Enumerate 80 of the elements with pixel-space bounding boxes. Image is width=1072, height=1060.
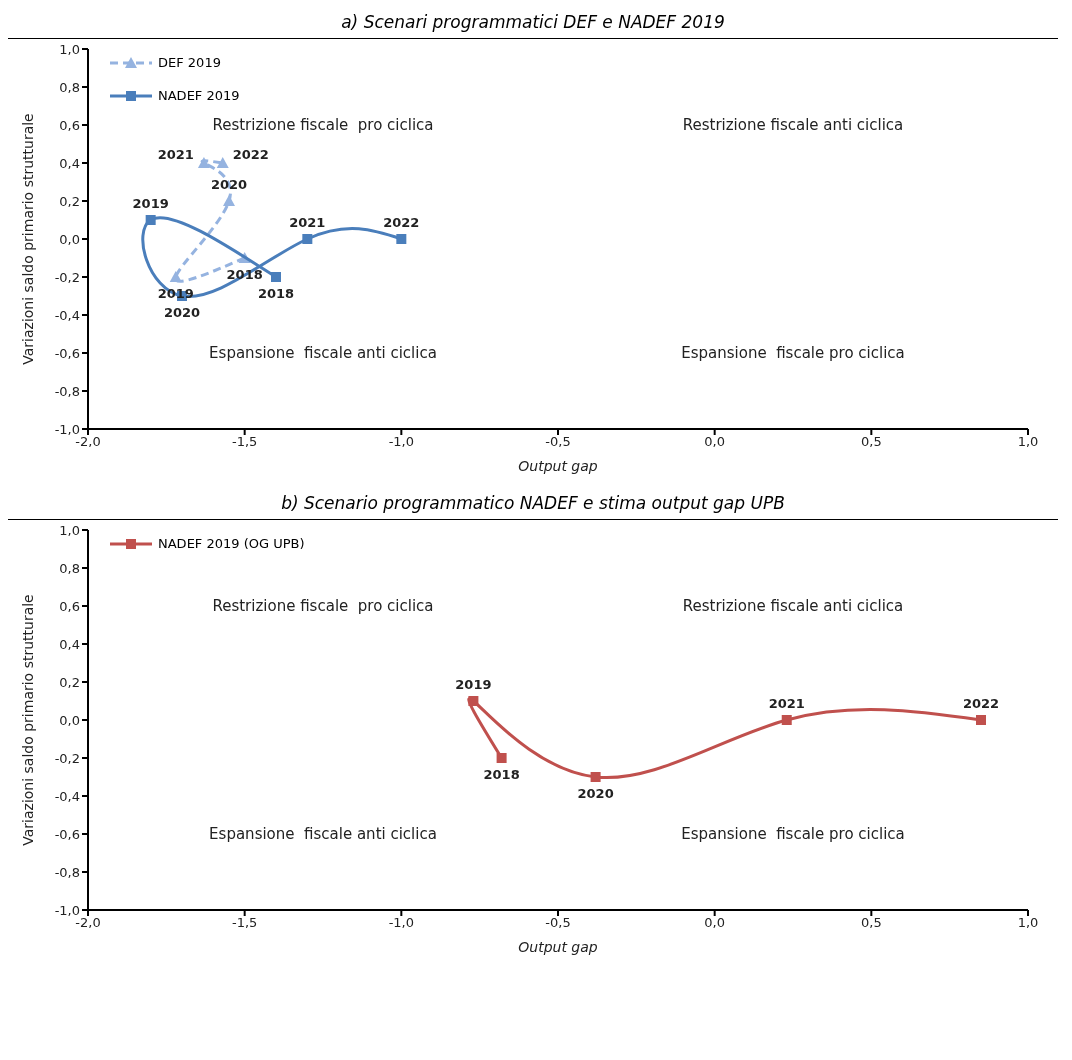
point (169, 271, 182, 282)
y-tick-label: -0,8 (54, 864, 80, 880)
chart-title: a) Scenari programmatici DEF e NADEF 2019 (8, 8, 1058, 39)
x-tick-label: 0,0 (704, 434, 726, 450)
x-tick-label: -0,5 (545, 434, 571, 450)
y-tick-label: 0,0 (59, 231, 80, 247)
annotation: 2022 (232, 146, 269, 162)
y-tick-label: -0,6 (54, 345, 80, 361)
y-tick-label: -1,0 (54, 902, 80, 918)
y-tick-label: -0,4 (54, 788, 80, 804)
point (271, 272, 281, 282)
y-tick-label: -0,2 (54, 269, 80, 285)
annotation: 2020 (577, 786, 614, 801)
annotation: Espansione fiscale anti ciclica (209, 825, 437, 843)
annotation: 2022 (383, 215, 420, 230)
y-tick-label: 0,6 (59, 598, 80, 614)
y-tick-label: 1,0 (59, 522, 80, 538)
annotation: 2021 (289, 215, 326, 230)
y-tick-label: 0,8 (59, 79, 80, 95)
x-tick-label: 0,0 (704, 915, 726, 931)
y-tick-label: -1,0 (54, 421, 80, 437)
y-tick-label: 0,2 (59, 674, 80, 690)
point (216, 157, 229, 168)
x-tick-label: -1,5 (231, 434, 258, 450)
y-tick-label: 0,8 (59, 560, 80, 576)
x-tick-label: 1,0 (1017, 434, 1039, 450)
y-tick-label: 0,0 (59, 712, 80, 728)
annotation: 2018 (483, 767, 520, 782)
x-tick-label: 0,5 (860, 915, 882, 931)
annotation: Restrizione fiscale pro ciclica (212, 597, 434, 615)
annotation: Restrizione fiscale pro ciclica (212, 116, 434, 134)
point (781, 715, 792, 725)
annotation: 2022 (962, 696, 1000, 711)
x-tick-label: -1,0 (388, 915, 415, 931)
point (302, 234, 313, 244)
x-axis-title: Output gap (518, 939, 598, 955)
legend-label: NADEF 2019 (OG UPB) (158, 536, 305, 551)
legend-label: NADEF 2019 (158, 88, 240, 103)
y-axis-title: Variazioni saldo primario strutturale (19, 594, 36, 846)
annotation: 2020 (163, 305, 201, 320)
point (468, 696, 479, 706)
annotation: 2019 (455, 677, 492, 692)
y-tick-label: 0,2 (59, 193, 80, 209)
y-tick-label: 0,4 (59, 155, 80, 171)
annotation: Espansione fiscale anti ciclica (209, 344, 437, 362)
annotation: Espansione fiscale pro ciclica (681, 825, 905, 843)
annotation: 2018 (257, 286, 295, 301)
x-tick-label: -1,0 (388, 434, 415, 450)
y-tick-label: -0,8 (54, 383, 80, 399)
y-tick-label: 0,4 (59, 636, 80, 652)
chart-title: b) Scenario programmatico NADEF e stima output gap UPB (8, 489, 1058, 520)
legend-label: DEF 2019 (158, 55, 221, 70)
point (145, 215, 156, 225)
annotation: Restrizione fiscale anti ciclica (682, 116, 904, 134)
x-tick-label: 1,0 (1017, 915, 1039, 931)
x-tick-label: 0,5 (860, 434, 882, 450)
point (223, 195, 235, 206)
point (496, 753, 507, 763)
y-tick-label: 0,6 (59, 117, 80, 133)
x-tick-label: -2,0 (75, 434, 101, 450)
legend: NADEF 2019 (OG UPB) (108, 536, 305, 569)
y-tick-label: -0,6 (54, 826, 80, 842)
annotation: 2020 (210, 177, 248, 192)
point (976, 715, 986, 725)
annotation: Espansione fiscale pro ciclica (681, 344, 905, 362)
point (197, 157, 210, 168)
annotation: 2019 (132, 196, 169, 211)
x-axis-title: Output gap (518, 458, 598, 474)
y-tick-label: -0,4 (54, 307, 80, 323)
point (590, 772, 601, 782)
annotation: 2021 (157, 146, 194, 162)
annotation: Restrizione fiscale anti ciclica (682, 597, 904, 615)
x-tick-label: -0,5 (545, 915, 571, 931)
x-tick-label: -1,5 (231, 915, 258, 931)
y-tick-label: 1,0 (59, 41, 80, 57)
point (396, 234, 407, 244)
x-tick-label: -2,0 (75, 915, 101, 931)
annotation: 2021 (768, 696, 805, 711)
y-tick-label: -0,2 (54, 750, 80, 766)
y-axis-title: Variazioni saldo primario strutturale (19, 113, 36, 365)
